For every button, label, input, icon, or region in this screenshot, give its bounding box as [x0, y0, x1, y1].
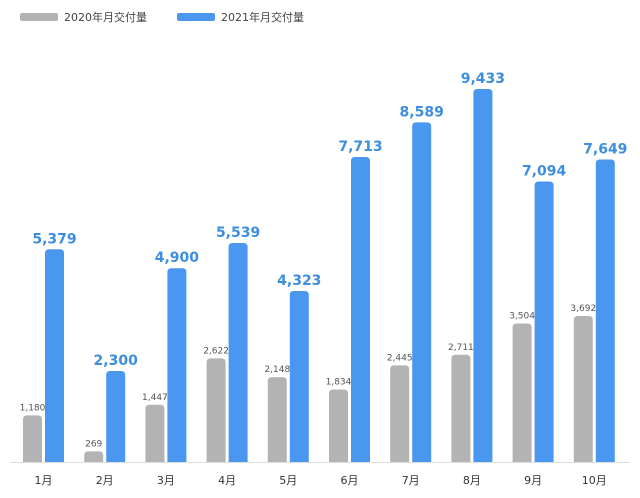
- x-tick-label-1: 1月: [35, 474, 53, 487]
- data-label-2020-4: 2,622: [203, 346, 229, 356]
- x-tick-label-10: 10月: [582, 474, 607, 487]
- data-label-2020-6: 1,834: [326, 377, 352, 387]
- data-label-2021-6: 7,713: [338, 139, 382, 155]
- bar-2021-7: [412, 122, 432, 462]
- bar-2021-3: [167, 268, 187, 462]
- data-label-2021-10: 7,649: [583, 142, 627, 158]
- data-label-2021-9: 7,094: [522, 163, 567, 179]
- bar-2021-5: [289, 291, 309, 462]
- legend-swatch-2020: [20, 13, 58, 21]
- legend: 2020年月交付量 2021年月交付量: [20, 9, 334, 25]
- data-label-2020-9: 3,504: [509, 311, 535, 321]
- bar-2020-5: [267, 377, 287, 462]
- bar-2021-9: [534, 181, 554, 462]
- bar-2020-10: [573, 316, 593, 462]
- data-label-2020-1: 1,180: [20, 403, 46, 413]
- data-label-2020-2: 269: [85, 439, 102, 449]
- bar-2020-9: [512, 323, 532, 462]
- x-tick-label-2: 2月: [96, 474, 114, 487]
- x-tick-label-8: 8月: [463, 474, 481, 487]
- data-label-2021-5: 4,323: [277, 273, 321, 289]
- bar-2020-7: [390, 365, 410, 462]
- data-label-2020-10: 3,692: [570, 304, 596, 314]
- legend-label-2021: 2021年月交付量: [221, 11, 304, 24]
- bar-2020-8: [451, 354, 471, 462]
- bar-2021-8: [473, 89, 493, 462]
- data-label-2021-3: 4,900: [155, 250, 200, 266]
- bar-2020-6: [329, 389, 348, 462]
- data-label-2021-7: 8,589: [400, 104, 444, 120]
- data-label-2020-7: 2,445: [387, 353, 413, 363]
- data-label-2021-8: 9,433: [461, 71, 505, 87]
- x-tick-label-3: 3月: [157, 474, 175, 487]
- data-label-2021-4: 5,539: [216, 225, 260, 241]
- data-label-2020-5: 2,148: [264, 365, 290, 375]
- bar-2020-3: [145, 404, 165, 462]
- x-tick-label-5: 5月: [279, 474, 297, 487]
- bar-2020-1: [23, 415, 42, 462]
- data-label-2020-8: 2,711: [448, 343, 474, 353]
- bar-2021-6: [351, 157, 370, 462]
- bar-2020-2: [84, 451, 104, 462]
- bar-2021-4: [228, 242, 248, 462]
- bar-2021-1: [45, 249, 64, 462]
- data-label-2021-1: 5,379: [32, 231, 76, 247]
- legend-item-2020[interactable]: 2020年月交付量: [20, 9, 147, 25]
- bar-2021-2: [106, 371, 126, 462]
- data-label-2020-3: 1,447: [142, 393, 168, 403]
- legend-swatch-2021: [177, 13, 215, 21]
- x-tick-label-6: 6月: [341, 474, 359, 487]
- x-tick-label-7: 7月: [402, 474, 420, 487]
- bar-2021-10: [595, 159, 615, 463]
- legend-label-2020: 2020年月交付量: [64, 11, 147, 24]
- legend-item-2021[interactable]: 2021年月交付量: [177, 9, 304, 25]
- x-tick-label-9: 9月: [524, 474, 542, 487]
- bar-2020-4: [206, 358, 226, 462]
- x-tick-label-4: 4月: [218, 474, 236, 487]
- data-label-2021-2: 2,300: [94, 353, 139, 369]
